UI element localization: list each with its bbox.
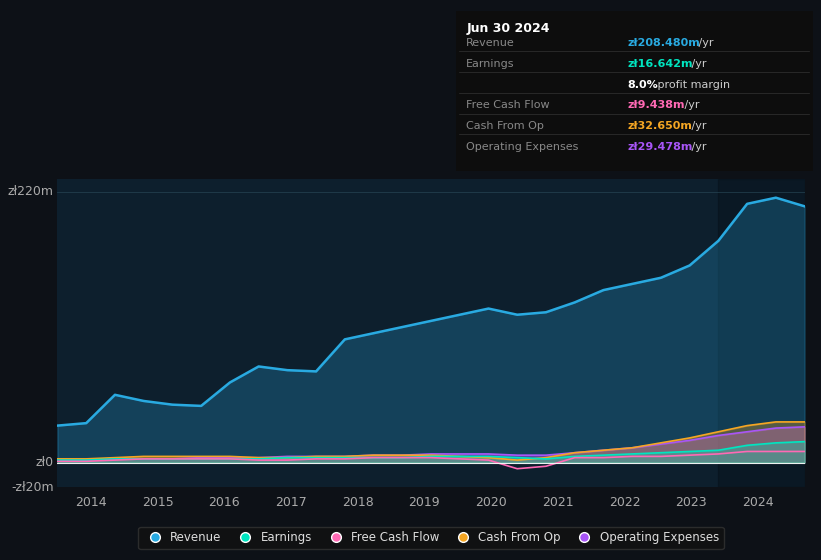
Text: zł29.478m: zł29.478m	[627, 142, 692, 152]
Text: /yr: /yr	[688, 142, 707, 152]
Text: /yr: /yr	[681, 100, 699, 110]
Text: zł32.650m: zł32.650m	[627, 121, 692, 131]
Text: Revenue: Revenue	[466, 38, 515, 48]
Text: Cash From Op: Cash From Op	[466, 121, 544, 131]
Text: zł0: zł0	[35, 456, 53, 469]
Text: Operating Expenses: Operating Expenses	[466, 142, 579, 152]
Text: -zł20m: -zł20m	[11, 480, 53, 494]
Bar	[718, 179, 805, 487]
Text: zł220m: zł220m	[7, 185, 53, 198]
Text: Free Cash Flow: Free Cash Flow	[466, 100, 550, 110]
Text: /yr: /yr	[688, 121, 707, 131]
Text: Earnings: Earnings	[466, 59, 515, 69]
Text: profit margin: profit margin	[654, 80, 731, 90]
Text: /yr: /yr	[695, 38, 713, 48]
Text: zł208.480m: zł208.480m	[627, 38, 699, 48]
Text: /yr: /yr	[688, 59, 707, 69]
Text: Jun 30 2024: Jun 30 2024	[466, 22, 550, 35]
Legend: Revenue, Earnings, Free Cash Flow, Cash From Op, Operating Expenses: Revenue, Earnings, Free Cash Flow, Cash …	[139, 526, 723, 549]
Text: zł9.438m: zł9.438m	[627, 100, 685, 110]
Text: zł16.642m: zł16.642m	[627, 59, 693, 69]
Text: 8.0%: 8.0%	[627, 80, 658, 90]
